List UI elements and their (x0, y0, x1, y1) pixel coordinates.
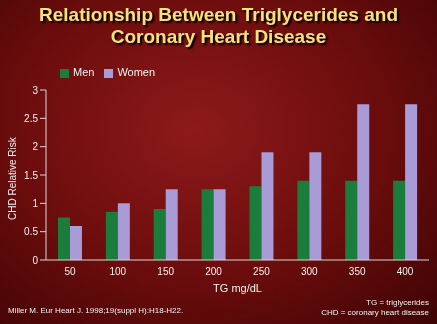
svg-text:300: 300 (301, 266, 318, 277)
html-text:Women: Women (117, 66, 156, 78)
svg-text:1.5: 1.5 (24, 170, 38, 181)
svg-text:100: 100 (109, 266, 126, 277)
svg-text:1: 1 (32, 198, 38, 209)
svg-text:TG mg/dL: TG mg/dL (213, 282, 262, 294)
html-text:CHD = coronary heart disease: CHD = coronary heart disease (321, 308, 429, 317)
svg-text:150: 150 (157, 266, 174, 277)
svg-text:200: 200 (205, 266, 222, 277)
svg-text:0.5: 0.5 (24, 226, 38, 237)
html-text:Men: Men (73, 66, 95, 78)
html-text:Relationship Between Triglycer: Relationship Between Triglycerides and C… (39, 4, 398, 47)
svg-text:2.5: 2.5 (24, 113, 38, 124)
svg-text:2: 2 (32, 141, 38, 152)
svg-text:250: 250 (253, 266, 270, 277)
svg-text:400: 400 (397, 266, 414, 277)
svg-text:350: 350 (349, 266, 366, 277)
html-text:TG = triglycerides: TG = triglycerides (366, 298, 429, 307)
svg-text:3: 3 (32, 85, 38, 96)
svg-text:CHD Relative Risk: CHD Relative Risk (8, 136, 18, 220)
svg-text:0: 0 (32, 255, 38, 266)
html-text:Miller M. Eur Heart J. 1998;19: Miller M. Eur Heart J. 1998;19(suppl H):… (8, 306, 184, 315)
svg-text:50: 50 (64, 266, 76, 277)
